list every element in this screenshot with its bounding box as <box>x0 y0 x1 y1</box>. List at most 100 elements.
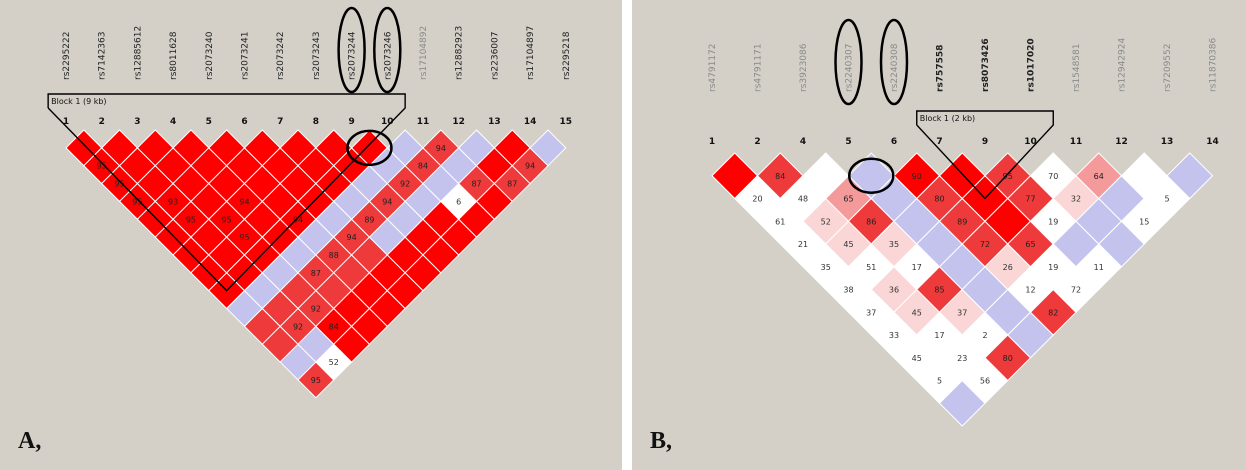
snp-index: 2 <box>754 137 760 147</box>
ld-cell <box>529 129 567 167</box>
ld-value: 45 <box>912 308 922 317</box>
snp-name: rs2295222 <box>62 32 72 80</box>
snp-index: 15 <box>560 117 573 127</box>
ld-value: 95 <box>114 180 124 189</box>
ld-value: 33 <box>889 331 899 340</box>
ld-value: 2 <box>982 331 987 340</box>
ld-value: 84 <box>329 322 339 331</box>
snp-name: rs12882923 <box>455 26 465 80</box>
block-label: Block 1 (2 kb) <box>920 114 975 123</box>
snp-index: 8 <box>313 117 319 127</box>
ld-value: 86 <box>866 217 876 226</box>
ld-value: 52 <box>821 217 831 226</box>
snp-name: rs757558 <box>936 45 946 92</box>
snp-name: rs2236007 <box>490 32 500 80</box>
snp-index: 10 <box>1024 137 1037 147</box>
snp-name: rs4791171 <box>754 44 764 92</box>
ld-value: 45 <box>843 240 853 249</box>
ld-value: 90 <box>912 172 922 181</box>
ld-value: 21 <box>798 240 808 249</box>
snp-index: 7 <box>277 117 283 127</box>
snp-index: 10 <box>381 117 394 127</box>
snp-index: 4 <box>170 117 176 127</box>
snp-circle <box>834 18 863 106</box>
panel-b: rs4791172 rs4791171 rs3923086 rs2240307 rs22… <box>632 0 1246 470</box>
ld-value: 94 <box>239 197 249 206</box>
ld-value: 84 <box>418 162 428 171</box>
snp-circle <box>337 6 366 94</box>
ld-value: 65 <box>843 195 853 204</box>
ld-value: 65 <box>1025 240 1035 249</box>
ld-value: 92 <box>400 180 410 189</box>
block-label: Block 1 (9 kb) <box>51 97 106 106</box>
ld-value: 95 <box>132 197 142 206</box>
snp-index: 14 <box>1206 137 1219 147</box>
ld-value: 36 <box>889 286 899 295</box>
ld-value: 19 <box>1048 217 1058 226</box>
snp-index: 1 <box>709 137 715 147</box>
snp-index: 12 <box>452 117 465 127</box>
snp-name: rs17104892 <box>419 26 429 80</box>
ld-value: 5 <box>937 377 942 386</box>
snp-circle <box>879 18 909 106</box>
ld-value: 88 <box>329 251 339 260</box>
ld-value: 94 <box>436 144 446 153</box>
snp-index: 14 <box>524 117 537 127</box>
ld-value: 95 <box>311 376 321 385</box>
ld-value: 87 <box>507 180 517 189</box>
snp-index: 11 <box>1070 137 1083 147</box>
ld-value: 15 <box>1139 217 1149 226</box>
ld-value: 92 <box>293 322 303 331</box>
snp-name: rs11870386 <box>1209 38 1219 92</box>
snp-circle <box>373 6 402 94</box>
snp-index: 6 <box>241 117 247 127</box>
ld-value: 72 <box>1071 286 1081 295</box>
ld-value: 51 <box>866 263 876 272</box>
ld-value: 80 <box>934 195 944 204</box>
snp-index: 4 <box>800 137 806 147</box>
snp-name: rs2240307 <box>845 44 855 92</box>
snp-name: rs2073243 <box>312 32 322 80</box>
ld-value: 95 <box>1003 172 1013 181</box>
snp-index: 2 <box>99 117 105 127</box>
ld-value: 92 <box>311 305 321 314</box>
snp-name: rs2240308 <box>890 43 900 92</box>
ld-value: 94 <box>293 215 303 224</box>
snp-index: 9 <box>982 137 988 147</box>
ld-value: 20 <box>752 195 762 204</box>
snp-name: rs2073244 <box>348 31 358 80</box>
ld-value: 32 <box>1071 195 1081 204</box>
ld-value: 23 <box>957 354 967 363</box>
snp-index: 6 <box>891 137 897 147</box>
snp-name: rs7142363 <box>98 32 108 80</box>
panel-label: A, <box>18 428 41 454</box>
ld-value: 17 <box>934 331 944 340</box>
ld-value: 35 <box>821 263 831 272</box>
ld-value: 95 <box>186 215 196 224</box>
panel-label: B, <box>650 428 672 454</box>
ld-value: 77 <box>1025 195 1035 204</box>
ld-cell <box>1166 152 1214 200</box>
ld-block-outline <box>916 110 1054 200</box>
ld-value: 87 <box>471 180 481 189</box>
snp-index: 13 <box>488 117 501 127</box>
ld-value: 26 <box>1003 263 1013 272</box>
cell-circle <box>848 157 895 194</box>
ld-value: 61 <box>775 217 785 226</box>
panel-a: rs2295222 rs7142363 rs12885612 rs8011628 rs2… <box>0 0 622 470</box>
snp-index: 1 <box>63 117 69 127</box>
ld-value: 94 <box>347 233 357 242</box>
ld-value: 35 <box>889 240 899 249</box>
snp-name: rs4791172 <box>708 44 718 92</box>
ld-value: 5 <box>1164 195 1169 204</box>
snp-name: rs2073242 <box>276 32 286 80</box>
ld-value: 93 <box>168 197 178 206</box>
snp-name: rs8011628 <box>169 31 179 80</box>
ld-value: 85 <box>934 286 944 295</box>
ld-value: 80 <box>1003 354 1013 363</box>
snp-name: rs2295218 <box>562 31 572 80</box>
snp-name: rs12885612 <box>133 26 143 80</box>
snp-index: 5 <box>206 117 212 127</box>
snp-name: rs2073246 <box>383 31 393 80</box>
